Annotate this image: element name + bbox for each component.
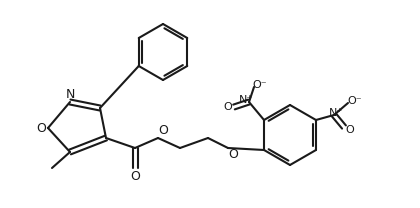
Text: O⁻: O⁻ — [348, 96, 362, 106]
Text: O: O — [223, 102, 232, 112]
Text: O⁻: O⁻ — [253, 80, 268, 90]
Text: N⁺: N⁺ — [239, 95, 253, 105]
Text: O: O — [346, 125, 354, 135]
Text: O: O — [158, 125, 168, 137]
Text: O: O — [36, 121, 46, 135]
Text: N: N — [66, 88, 75, 100]
Text: N⁺: N⁺ — [329, 108, 343, 118]
Text: O: O — [130, 170, 140, 182]
Text: O: O — [228, 147, 238, 161]
